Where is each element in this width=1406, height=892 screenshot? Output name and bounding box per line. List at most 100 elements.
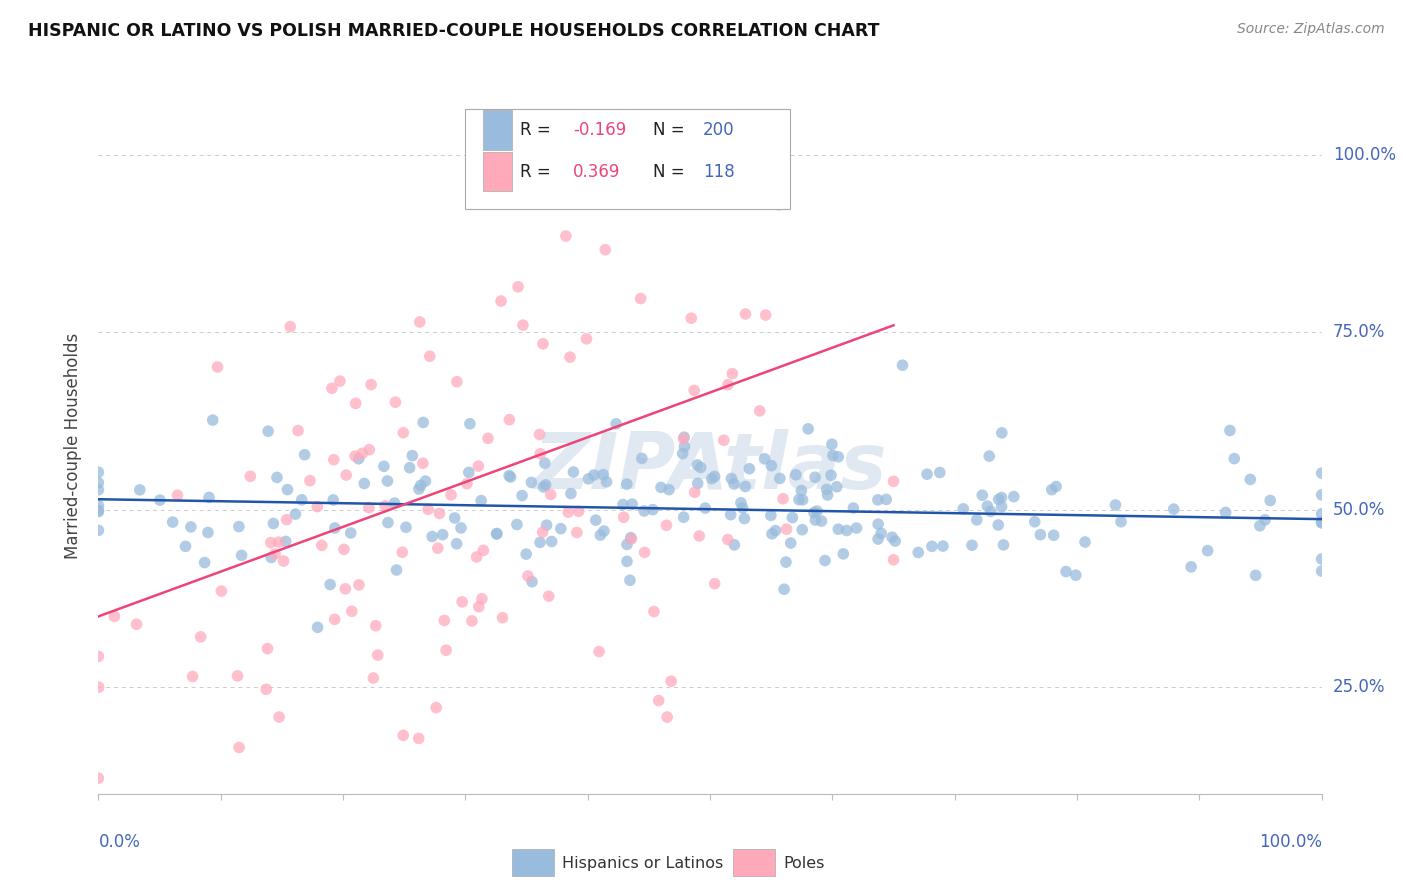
Point bbox=[619, 574, 641, 588]
Point bbox=[595, 475, 617, 489]
Point bbox=[787, 492, 810, 507]
Text: 0.0%: 0.0% bbox=[98, 833, 141, 851]
Point bbox=[266, 470, 288, 484]
Text: -0.169: -0.169 bbox=[574, 120, 626, 139]
Point bbox=[907, 545, 929, 559]
Point bbox=[412, 456, 434, 470]
Point bbox=[352, 446, 374, 460]
Point bbox=[374, 499, 396, 513]
Point bbox=[633, 545, 655, 559]
Point bbox=[814, 553, 837, 567]
Point bbox=[344, 449, 367, 463]
Point bbox=[990, 491, 1012, 505]
Point bbox=[273, 554, 295, 568]
Point bbox=[1024, 515, 1046, 529]
Text: 75.0%: 75.0% bbox=[1333, 324, 1385, 342]
Point bbox=[419, 349, 441, 363]
Point bbox=[322, 452, 344, 467]
Point bbox=[87, 475, 110, 490]
Point bbox=[506, 517, 529, 532]
Point bbox=[845, 521, 868, 535]
Point bbox=[1223, 451, 1246, 466]
Point bbox=[582, 468, 605, 483]
Point bbox=[260, 550, 283, 565]
Point bbox=[392, 425, 415, 440]
Text: R =: R = bbox=[520, 162, 557, 180]
Point bbox=[87, 503, 110, 517]
Text: Poles: Poles bbox=[783, 856, 824, 871]
Point bbox=[915, 467, 938, 482]
Point bbox=[768, 198, 790, 212]
Point bbox=[1310, 552, 1333, 566]
Point bbox=[429, 507, 451, 521]
Point bbox=[1215, 505, 1237, 519]
Point bbox=[197, 525, 219, 540]
Text: Hispanics or Latinos: Hispanics or Latinos bbox=[562, 856, 724, 871]
Point bbox=[1239, 472, 1261, 486]
Point bbox=[761, 526, 783, 541]
Point bbox=[672, 446, 695, 460]
Point bbox=[357, 500, 380, 515]
Point bbox=[775, 522, 797, 536]
Point bbox=[720, 508, 742, 522]
Point bbox=[333, 542, 356, 557]
Point bbox=[540, 534, 562, 549]
Point bbox=[960, 538, 983, 552]
Point bbox=[465, 549, 488, 564]
Point bbox=[398, 460, 420, 475]
Point bbox=[1310, 466, 1333, 480]
Point bbox=[335, 582, 357, 596]
Point bbox=[721, 367, 744, 381]
Point bbox=[921, 539, 943, 553]
Point bbox=[87, 483, 110, 497]
Point bbox=[803, 506, 825, 520]
Point bbox=[533, 456, 555, 470]
Point bbox=[672, 432, 695, 446]
Point bbox=[748, 404, 770, 418]
Point bbox=[276, 513, 298, 527]
Point bbox=[883, 553, 905, 567]
Point bbox=[1054, 565, 1077, 579]
Point bbox=[531, 336, 554, 351]
Point bbox=[723, 538, 745, 552]
Point bbox=[209, 584, 232, 599]
Point bbox=[643, 605, 665, 619]
Point bbox=[703, 576, 725, 591]
Point bbox=[87, 524, 110, 538]
Point bbox=[468, 599, 491, 614]
Point bbox=[683, 485, 706, 500]
Point bbox=[529, 447, 551, 461]
Point bbox=[804, 470, 827, 484]
Point bbox=[440, 488, 463, 502]
Point bbox=[377, 474, 399, 488]
Point bbox=[363, 671, 385, 685]
Point bbox=[537, 589, 560, 603]
Point bbox=[990, 500, 1012, 514]
Point bbox=[754, 451, 776, 466]
Text: 100.0%: 100.0% bbox=[1258, 833, 1322, 851]
Point bbox=[672, 510, 695, 524]
Point bbox=[87, 680, 110, 694]
Point bbox=[1163, 502, 1185, 516]
Text: 0.369: 0.369 bbox=[574, 162, 620, 180]
Point bbox=[790, 483, 813, 498]
Point bbox=[993, 538, 1015, 552]
Point bbox=[987, 518, 1010, 533]
Point bbox=[321, 381, 343, 395]
Point bbox=[432, 527, 454, 541]
Point bbox=[616, 554, 638, 568]
Point bbox=[87, 505, 110, 519]
Point bbox=[612, 498, 634, 512]
Point bbox=[231, 549, 253, 563]
Point bbox=[515, 547, 537, 561]
Point bbox=[630, 292, 652, 306]
Point bbox=[821, 437, 844, 451]
Point bbox=[842, 501, 865, 516]
Point bbox=[875, 492, 897, 507]
Point bbox=[339, 525, 361, 540]
Point bbox=[976, 499, 998, 513]
Point bbox=[385, 563, 408, 577]
Point bbox=[655, 518, 678, 533]
Point bbox=[401, 449, 423, 463]
Point bbox=[765, 524, 787, 538]
